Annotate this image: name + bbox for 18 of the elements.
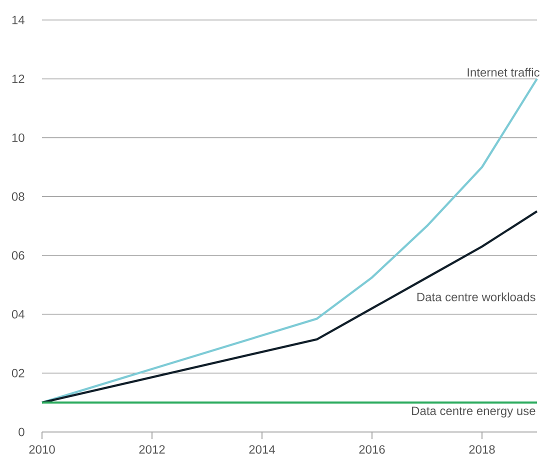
x-tick-label: 2012	[139, 445, 165, 454]
series-label: Data centre workloads	[417, 292, 536, 302]
y-tick-label: 02	[12, 368, 24, 378]
line-series	[40, 78, 538, 404]
series-label: Internet traffic	[468, 68, 540, 77]
y-tick-label: 06	[12, 251, 24, 260]
y-tick-label: 04	[12, 310, 24, 319]
series-label: Data centre energy use	[412, 406, 536, 418]
y-tick-label: 12	[12, 74, 24, 84]
x-tick-label: 2014	[249, 445, 275, 454]
x-tick-label: 2016	[359, 445, 385, 454]
y-tick-label: 10	[12, 133, 24, 142]
x-tick-label: 2018	[469, 445, 495, 454]
y-tick-label: 08	[12, 192, 24, 201]
y-tick-label: 14	[12, 16, 24, 24]
y-tick-label: 0	[18, 428, 24, 436]
line-series	[40, 210, 538, 404]
x-tick-label: 2010	[29, 445, 55, 454]
